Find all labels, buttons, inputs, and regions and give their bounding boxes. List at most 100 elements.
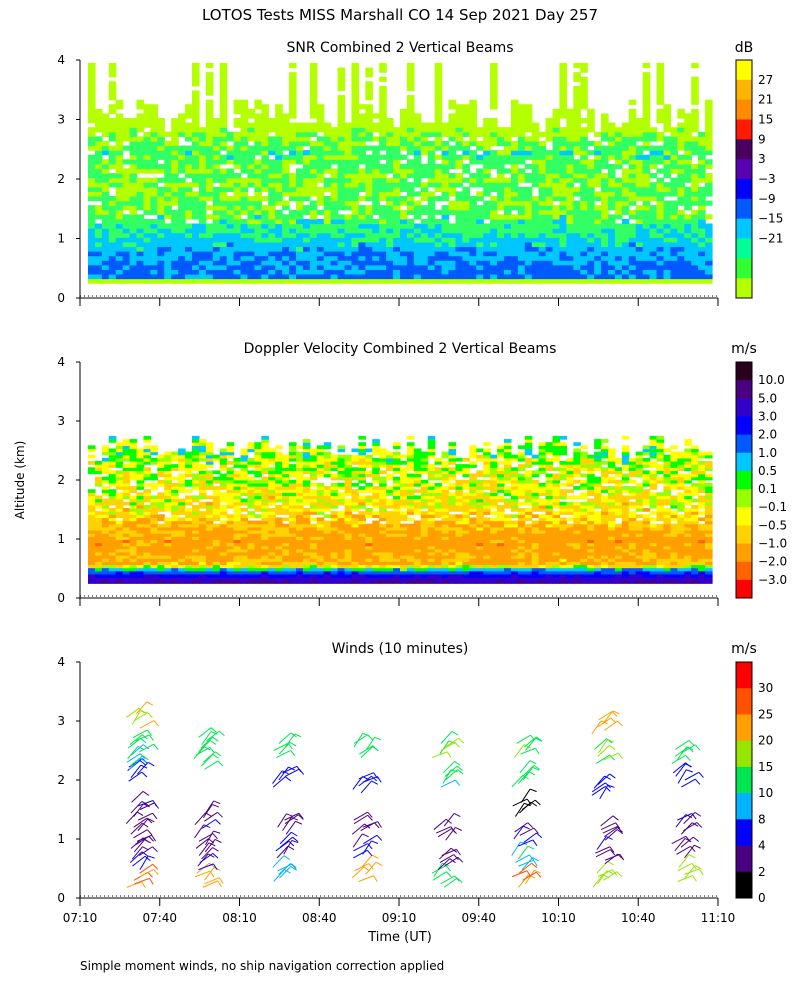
snr-cell: [102, 210, 110, 215]
snr-cell: [539, 201, 547, 206]
snr-cell: [282, 265, 290, 270]
snr-cell: [539, 260, 547, 265]
doppler-cell: [241, 508, 249, 512]
snr-cell: [130, 136, 138, 141]
doppler-cell: [171, 483, 179, 487]
snr-cell: [386, 251, 394, 256]
snr-cell: [469, 118, 477, 123]
snr-cell: [345, 201, 353, 206]
snr-cell: [497, 274, 505, 279]
snr-cell: [282, 237, 290, 242]
snr-cell: [414, 173, 422, 178]
snr-cell: [691, 118, 699, 123]
snr-cell: [345, 233, 353, 238]
snr-cell: [386, 224, 394, 229]
doppler-colorbar: 10.05.03.02.01.00.50.1−0.1−0.5−1.0−2.0−3…: [736, 362, 787, 599]
snr-cell: [386, 164, 394, 169]
snr-cell: [213, 159, 221, 164]
snr-cell: [150, 118, 158, 123]
snr-cell: [400, 214, 408, 219]
snr-cell: [705, 164, 713, 169]
snr-cell: [421, 187, 429, 192]
snr-cell: [137, 191, 145, 196]
snr-cell: [234, 260, 242, 265]
snr-cell: [254, 123, 262, 128]
snr-cell: [580, 118, 588, 123]
doppler-cell: [282, 517, 290, 521]
snr-cell: [289, 191, 297, 196]
snr-cell: [268, 256, 276, 261]
snr-cell: [310, 168, 318, 173]
snr-cell: [608, 141, 616, 146]
snr-cell: [428, 279, 436, 284]
snr-cell: [518, 173, 526, 178]
snr-cell: [462, 127, 470, 132]
doppler-cell: [130, 495, 138, 499]
doppler-cell: [331, 474, 339, 478]
snr-cell: [518, 196, 526, 201]
doppler-colorbar-swatch: [736, 507, 752, 526]
snr-cell: [268, 269, 276, 274]
snr-cell: [511, 187, 519, 192]
doppler-cell: [199, 502, 207, 506]
snr-cell: [331, 214, 339, 219]
snr-cell: [393, 210, 401, 215]
snr-cell: [206, 251, 214, 256]
snr-cell: [365, 256, 373, 261]
snr-cell: [95, 251, 103, 256]
snr-cell: [393, 127, 401, 132]
snr-cell: [213, 269, 221, 274]
snr-cell: [206, 233, 214, 238]
snr-cell: [705, 246, 713, 251]
snr-cell: [490, 269, 498, 274]
snr-cell: [254, 100, 262, 105]
snr-cell: [490, 237, 498, 242]
snr-cell: [580, 132, 588, 137]
snr-cell: [192, 256, 200, 261]
snr-cell: [490, 159, 498, 164]
snr-cell: [469, 210, 477, 215]
snr-cell: [615, 279, 623, 284]
snr-cell: [518, 155, 526, 160]
snr-cell: [206, 191, 214, 196]
snr-cell: [386, 269, 394, 274]
snr-cell: [241, 205, 249, 210]
snr-cell: [670, 155, 678, 160]
snr-cell: [351, 104, 359, 109]
snr-cell: [539, 173, 547, 178]
snr-cell: [143, 201, 151, 206]
doppler-cell: [206, 502, 214, 506]
snr-cell: [698, 214, 706, 219]
doppler-colorbar-swatch: [736, 525, 752, 544]
snr-cell: [615, 260, 623, 265]
snr-cell: [455, 136, 463, 141]
snr-cell: [157, 168, 165, 173]
snr-cell: [511, 237, 519, 242]
snr-cell: [573, 256, 581, 261]
snr-cell: [303, 233, 311, 238]
snr-cell: [442, 191, 450, 196]
snr-cell: [407, 228, 415, 233]
snr-cell: [358, 159, 366, 164]
snr-cell: [247, 178, 255, 183]
snr-cell: [455, 228, 463, 233]
snr-cell: [636, 210, 644, 215]
snr-cell: [462, 251, 470, 256]
snr-cell: [629, 242, 637, 247]
snr-cell: [608, 224, 616, 229]
snr-cell: [95, 205, 103, 210]
snr-cell: [455, 210, 463, 215]
snr-cell: [511, 246, 519, 251]
snr-cell: [150, 109, 158, 114]
doppler-cell: [261, 477, 269, 481]
snr-cell: [587, 242, 595, 247]
snr-cell: [331, 237, 339, 242]
snr-cell: [490, 256, 498, 261]
snr-cell: [435, 146, 443, 151]
snr-cell: [234, 265, 242, 270]
snr-cell: [504, 210, 512, 215]
snr-cell: [705, 127, 713, 132]
snr-cell: [310, 228, 318, 233]
snr-cell: [553, 242, 561, 247]
snr-cell: [553, 224, 561, 229]
